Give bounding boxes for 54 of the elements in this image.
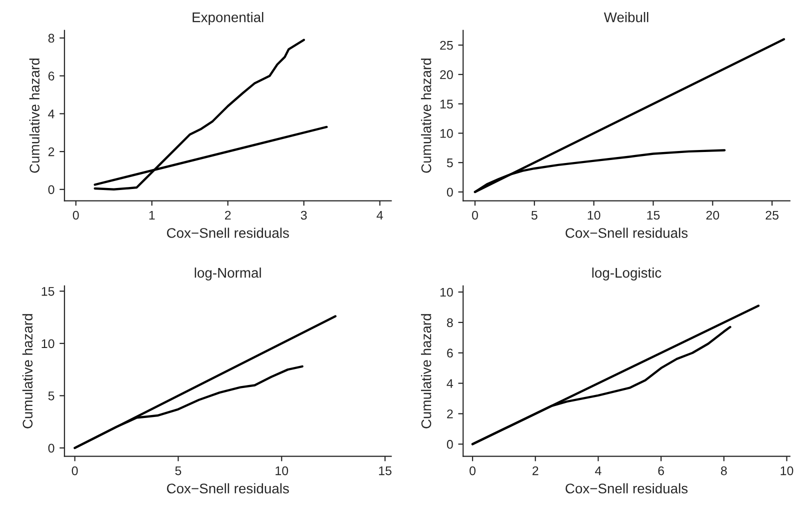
y-axis-title: Cumulative hazard bbox=[29, 58, 40, 173]
x-tick-label: 4 bbox=[595, 466, 602, 476]
chart-title: Exponential bbox=[192, 12, 264, 25]
x-tick-label: 6 bbox=[658, 466, 664, 476]
y-tick-label: 8 bbox=[446, 318, 453, 328]
x-tick-label: 4 bbox=[376, 210, 383, 220]
y-tick-label: 0 bbox=[446, 188, 453, 197]
y-tick-label: 10 bbox=[42, 339, 54, 348]
y-tick-label: 2 bbox=[48, 147, 54, 156]
y-tick-label: 6 bbox=[447, 348, 453, 358]
y-tick-label: 15 bbox=[440, 100, 453, 108]
x-tick-label: 5 bbox=[531, 210, 538, 220]
chart-title: Weibull bbox=[604, 12, 648, 22]
x-tick-label: 8 bbox=[720, 466, 727, 476]
chart-title: log-Logistic bbox=[592, 268, 662, 280]
x-tick-label: 0 bbox=[472, 210, 478, 220]
x-tick-label: 20 bbox=[706, 210, 720, 220]
x-axis-title: Cox−Snell residuals bbox=[167, 228, 289, 238]
y-axis-title: Cumulative hazard bbox=[22, 314, 33, 428]
x-tick-label: 10 bbox=[588, 210, 600, 220]
y-tick-label: 6 bbox=[48, 72, 54, 80]
y-tick-label: 5 bbox=[48, 392, 54, 400]
y-tick-label: 20 bbox=[440, 70, 453, 80]
y-tick-label: 8 bbox=[48, 34, 54, 43]
y-tick-label: 0 bbox=[48, 444, 54, 453]
y-tick-label: 2 bbox=[447, 410, 453, 418]
y-tick-label: 0 bbox=[48, 185, 54, 194]
y-tick-label: 10 bbox=[440, 129, 453, 138]
y-axis-title: Cumulative hazard bbox=[420, 58, 432, 173]
y-tick-label: 10 bbox=[440, 288, 453, 297]
x-tick-label: 3 bbox=[300, 210, 307, 220]
y-tick-label: 5 bbox=[446, 158, 453, 168]
x-tick-label: 0 bbox=[470, 466, 476, 476]
y-axis-title: Cumulative hazard bbox=[420, 314, 432, 428]
x-tick-label: 5 bbox=[175, 466, 182, 476]
x-tick-label: 1 bbox=[149, 210, 155, 220]
x-tick-label: 0 bbox=[72, 466, 78, 476]
x-tick-label: 2 bbox=[225, 210, 231, 220]
x-tick-label: 2 bbox=[532, 466, 538, 476]
x-axis-title: Cox−Snell residuals bbox=[167, 483, 289, 494]
chart-title: log-Normal bbox=[194, 268, 261, 280]
y-tick-label: 4 bbox=[48, 110, 54, 118]
x-tick-label: 15 bbox=[647, 210, 660, 220]
y-tick-label: 15 bbox=[42, 287, 54, 296]
x-tick-label: 10 bbox=[780, 466, 794, 476]
x-tick-label: 0 bbox=[72, 210, 79, 220]
x-axis-title: Cox−Snell residuals bbox=[566, 483, 688, 494]
x-axis-title: Cox−Snell residuals bbox=[566, 228, 688, 238]
x-tick-label: 25 bbox=[766, 210, 778, 220]
x-tick-label: 10 bbox=[276, 466, 288, 476]
y-tick-label: 4 bbox=[446, 379, 454, 388]
x-tick-label: 15 bbox=[379, 466, 392, 476]
y-tick-label: 25 bbox=[440, 40, 453, 50]
y-tick-label: 0 bbox=[446, 440, 453, 449]
